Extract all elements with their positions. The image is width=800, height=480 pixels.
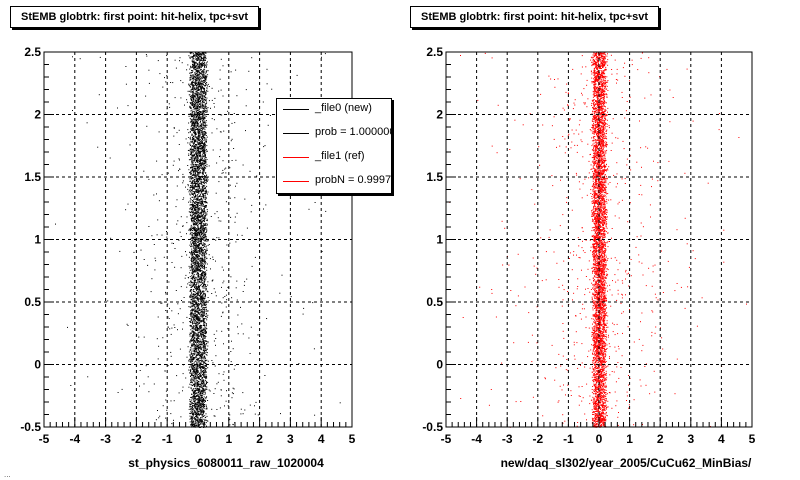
legend-label-new: _file0 (new)	[315, 102, 372, 114]
legend-entry-prob: prob = 1.000000	[277, 123, 392, 143]
x-tick-label: -2	[532, 432, 543, 446]
data-points-1	[449, 52, 747, 428]
legend-entry-probn: probN = 0.999751	[277, 171, 392, 191]
legend-entry-ref: _file1 (ref)	[277, 147, 391, 167]
legend-label-ref: _file1 (ref)	[315, 150, 365, 162]
legend-swatch-ref	[283, 157, 309, 158]
chart-panel-left: StEMB globtrk: first point: hit-helix, t…	[10, 6, 392, 470]
legend-label-prob: prob = 1.000000	[315, 126, 392, 138]
legend-swatch-prob	[283, 133, 309, 134]
y-tick-label: 2	[34, 108, 41, 122]
x-tick-label: -5	[441, 432, 452, 446]
x-tick-label: 2	[657, 432, 664, 446]
x-tick-label: -4	[471, 432, 482, 446]
x-tick-label: 5	[749, 432, 756, 446]
y-tick-label: 1.5	[426, 170, 443, 184]
y-tick-label: 2.5	[426, 45, 443, 59]
y-tick-label: -0.5	[20, 420, 41, 434]
x-tick-label: 5	[349, 432, 356, 446]
x-tick-label: -3	[100, 432, 111, 446]
y-tick-label: 1	[436, 233, 443, 247]
x-tick-label: 0	[195, 432, 202, 446]
y-tick-label: 0	[34, 358, 41, 372]
y-tick-label: 1.5	[24, 170, 41, 184]
x-axis-label-left: st_physics_6080011_raw_1020004	[128, 456, 324, 470]
x-tick-label: 4	[718, 432, 725, 446]
y-tick-label: 0.5	[24, 295, 41, 309]
chart-title-right: StEMB globtrk: first point: hit-helix, t…	[410, 6, 660, 28]
data-points-0	[55, 52, 341, 428]
x-axis-label-right: new/daq_sl302/year_2005/CuCu62_MinBias/	[500, 456, 752, 470]
scatter-plot-left: -5 -4 -3 -2 -1 0 1 2 3 4 5 -0.5 0 0.5 1 1.5 2 2.5	[20, 45, 356, 446]
x-tick-label: 3	[287, 432, 294, 446]
legend-label-probn: probN = 0.999751	[315, 174, 392, 186]
x-tick-label: -1	[563, 432, 574, 446]
y-tick-label: 2	[436, 108, 443, 122]
x-tick-label: 1	[626, 432, 633, 446]
x-tick-label: -1	[162, 432, 173, 446]
x-tick-label: 2	[256, 432, 263, 446]
x-tick-label: 4	[318, 432, 325, 446]
scatter-plot-right: -5 -4 -3 -2 -1 0 1 2 3 4 5 -0.5 0 0.5 1 1.5 2 2.5	[422, 45, 756, 446]
footer-text: ...	[4, 470, 11, 479]
x-tick-label: -3	[502, 432, 513, 446]
x-tick-label: -5	[39, 432, 50, 446]
legend-swatch-new	[283, 109, 309, 110]
x-tick-label: 1	[225, 432, 232, 446]
x-tick-label: 0	[596, 432, 603, 446]
y-tick-label: 1	[34, 233, 41, 247]
x-tick-label: 3	[687, 432, 694, 446]
x-tick-label: -2	[131, 432, 142, 446]
chart-panel-right: StEMB globtrk: first point: hit-helix, t…	[400, 0, 800, 480]
legend-entry-new: _file0 (new)	[277, 99, 391, 119]
x-tick-label: -4	[69, 432, 80, 446]
chart-title-left: StEMB globtrk: first point: hit-helix, t…	[10, 6, 260, 28]
y-tick-label: 0	[436, 358, 443, 372]
y-tick-label: 2.5	[24, 45, 41, 59]
y-tick-label: 0.5	[426, 295, 443, 309]
y-tick-label: -0.5	[422, 420, 443, 434]
legend: _file0 (new) prob = 1.000000 _file1 (ref…	[276, 98, 392, 194]
legend-swatch-probn	[283, 181, 309, 182]
